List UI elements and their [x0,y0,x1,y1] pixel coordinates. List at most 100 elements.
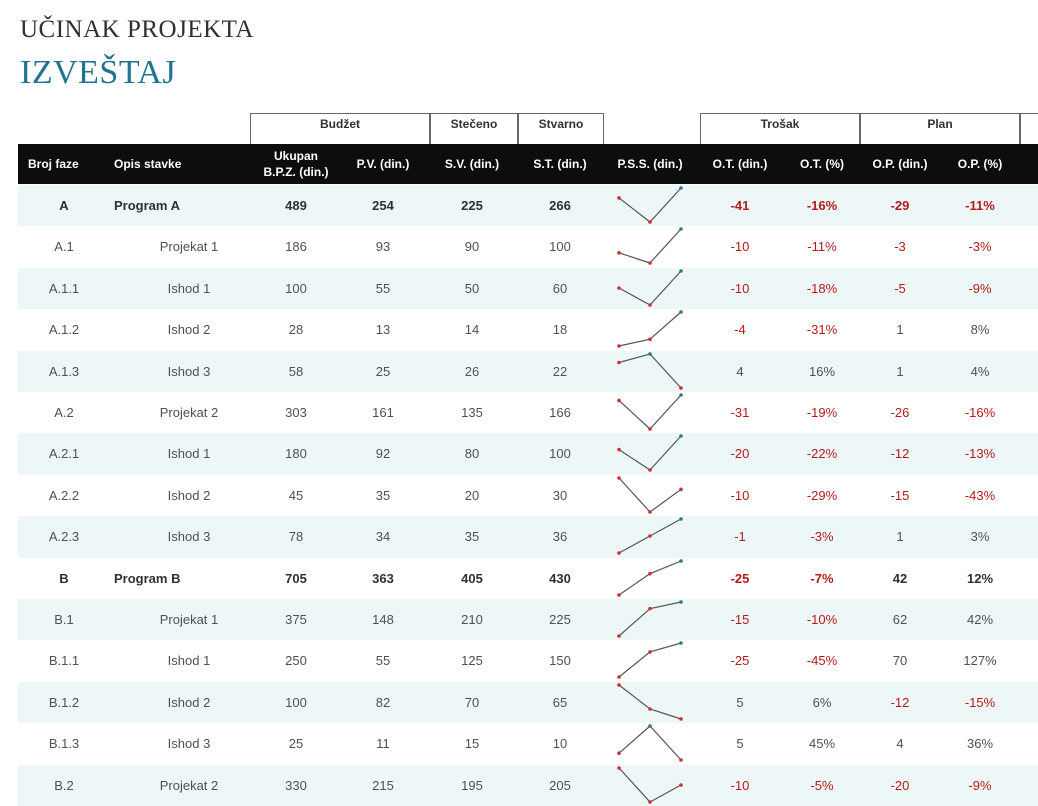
sparkline [617,600,683,638]
cell-opp: -16% [964,405,996,420]
col-ot-header[interactable]: O.T. (din.) [712,157,768,171]
sparkline-point [648,337,652,342]
table-row[interactable]: A.1 Projekat 1 186 93 90 100 -10 -11% -3 -3% [18,226,1038,267]
cell-ot: -10 [730,280,750,296]
col-bpz-header[interactable]: Ukupan B.P.Z. (din.) [256,144,336,184]
cell-opp: -3% [968,239,992,255]
cell-sv: 26 [464,363,480,379]
sparkline-point [617,360,621,364]
cell-bpz: 25 [288,736,304,752]
cell-op: 42 [892,570,908,586]
cell-otp: -29% [806,487,838,503]
group-trosak: Trošak [700,113,860,144]
table-row[interactable]: A.2.3 Ishod 3 78 34 35 36 -1 -3% 1 3% [18,516,1038,558]
col-bpz-line1: Ukupan [273,149,318,163]
cell-otp: -31% [806,322,838,338]
sparkline-point [617,448,621,452]
table-row[interactable]: B.2 Projekat 2 330 215 195 205 -10 -5% -20 -9% [18,764,1038,806]
col-bpz-line2: B.P.Z. (din.) [263,165,329,179]
sparkline-point [617,344,621,348]
table-row[interactable]: A.2.1 Ishod 1 180 92 80 100 -20 -22% -12 -13% [18,433,1038,475]
col-otp-header[interactable]: O.T. (%) [800,157,844,171]
sparkline-point [679,558,683,563]
cell-ot: -10 [730,777,750,793]
cell-pv: 34 [375,529,391,545]
table-header: Broj faze Opis stavke Ukupan B.P.Z. (din… [18,144,1038,184]
sparkline-line [618,684,682,720]
cell-st: 225 [549,612,571,627]
cell-op: 1 [896,322,904,338]
cell-st: 22 [552,363,568,379]
sparkline-point [679,393,683,397]
sparkline-point [679,227,683,232]
sparkline-point [679,517,683,521]
cell-phase: A.2.3 [48,529,80,545]
cell-op: 1 [896,529,904,545]
table-row[interactable]: B Program B 705 363 405 430 -25 -7% 42 12% [18,558,1038,599]
sparkline-point [679,310,683,314]
sparkline-line [618,477,682,513]
table-row[interactable]: A.1.2 Ishod 2 28 13 14 18 -4 -31% 1 8% [18,309,1038,350]
cell-opp: -43% [964,487,996,503]
cell-st: 205 [549,777,571,793]
cell-phase: A.2.2 [48,487,80,503]
col-desc-header[interactable]: Opis stavke [114,157,182,171]
table-row[interactable]: B.1.3 Ishod 3 25 11 15 10 5 45% 4 36% [18,723,1038,764]
cell-sv: 90 [464,239,480,255]
cell-desc: Program A [114,198,180,213]
sparkline-line [618,228,682,265]
cell-sv: 70 [464,694,480,710]
cell-bpz: 100 [285,694,307,710]
cell-bpz: 180 [285,446,307,462]
cell-phase: B.1.2 [48,694,80,710]
cell-st: 430 [549,570,571,586]
col-op-header[interactable]: O.P. (din.) [872,157,928,171]
col-st-header[interactable]: S.T. (din.) [533,157,587,171]
cell-st: 30 [552,487,568,503]
cell-bpz: 78 [288,529,304,545]
table-row[interactable]: B.1 Projekat 1 375 148 210 225 -15 -10% 62 42% [18,599,1038,641]
cell-pv: 92 [375,446,391,462]
group-plan: Plan [860,113,1020,144]
sparkline-point [617,196,621,200]
col-phase-header[interactable]: Broj faze [28,157,79,171]
col-pss-header[interactable]: P.S.S. (din.) [617,157,683,171]
cell-op: -5 [894,280,906,296]
sparkline-point [648,509,652,514]
sparkline [617,641,683,680]
cell-phase: A [59,198,69,213]
cell-otp: -45% [806,653,838,669]
table-row[interactable]: B.1.1 Ishod 1 250 55 125 150 -25 -45% 70 127% [18,640,1038,681]
cell-ot: -25 [730,570,750,586]
cell-op: -12 [890,694,910,710]
cell-ot: -4 [734,322,746,338]
cell-phase: A.1.2 [48,322,80,338]
cell-desc: Projekat 1 [159,612,219,627]
col-pv-header[interactable]: P.V. (din.) [356,157,410,171]
table-row[interactable]: A.1.1 Ishod 1 100 55 50 60 -10 -18% -5 -9% [18,267,1038,310]
cell-pv: 35 [375,487,391,503]
sparkline-point [617,634,621,638]
sparkline-point [617,765,621,770]
cell-desc: Ishod 1 [167,653,211,669]
cell-phase: A.2 [54,405,74,420]
table-row[interactable]: A.2 Projekat 2 303 161 135 166 -31 -19% -26 -16% [18,392,1038,433]
table-row[interactable]: A Program A 489 254 225 266 -41 -16% -29 -11% [18,185,1038,227]
sparkline-point [617,682,621,687]
sparkline [617,682,683,721]
cell-pv: 82 [375,694,391,710]
cell-bpz: 705 [285,570,307,586]
table-row[interactable]: B.1.2 Ishod 2 100 82 70 65 5 6% -12 -15% [18,681,1038,724]
col-opp-header[interactable]: O.P. (%) [957,157,1003,171]
sparkline [617,310,683,348]
col-sv-header[interactable]: S.V. (din.) [444,157,500,171]
table-row[interactable]: A.1.3 Ishod 3 58 25 26 22 4 16% 1 4% [18,350,1038,392]
cell-phase: B.1.3 [48,736,80,752]
cell-otp: -7% [810,570,834,586]
table-row[interactable]: A.2.2 Ishod 2 45 35 20 30 -10 -29% -15 -43% [18,475,1038,516]
sparkline-point [648,799,652,804]
cell-desc: Projekat 1 [159,239,219,255]
cell-opp: 42% [966,612,994,627]
cell-op: -26 [890,405,910,420]
sparkline-point [679,641,683,646]
